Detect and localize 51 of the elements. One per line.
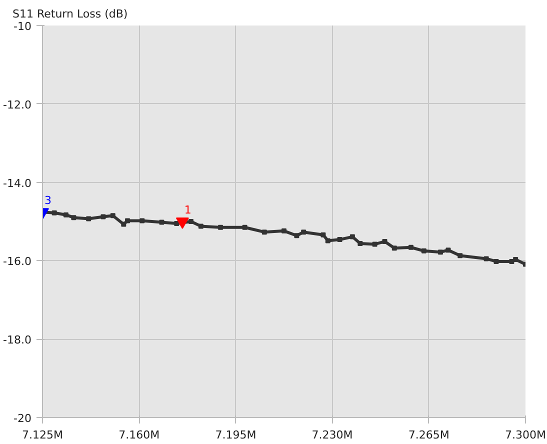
point (125, 218, 130, 224)
point (458, 253, 463, 258)
y-tick-label: -16.0 (3, 255, 32, 268)
point (446, 248, 451, 253)
y-tick-label: -18.0 (3, 334, 32, 347)
x-tick-label: 7.265M (408, 428, 450, 442)
point (174, 220, 180, 226)
point (63, 212, 68, 218)
x-tick-label: 7.300M (505, 428, 546, 442)
point (110, 213, 116, 218)
x-tick-label: 7.195M (215, 428, 256, 442)
point (52, 210, 57, 216)
point (100, 214, 106, 220)
point (408, 244, 414, 250)
point (198, 224, 204, 229)
x-tick-label: 7.125M (22, 428, 63, 442)
point (484, 256, 489, 262)
point (140, 218, 145, 224)
point (350, 234, 355, 240)
point (282, 228, 286, 234)
annotation: 3 (44, 194, 52, 208)
annotation: 1 (184, 204, 192, 216)
y-tick-label: -14.0 (3, 176, 32, 190)
point (513, 257, 518, 262)
point (218, 224, 224, 230)
point (392, 246, 397, 251)
point (71, 215, 76, 220)
x-tick-label: 7.230M (312, 428, 353, 442)
point (320, 232, 326, 238)
point (294, 233, 300, 238)
point (86, 216, 92, 222)
point (121, 222, 126, 227)
point (421, 248, 426, 254)
point (358, 240, 363, 246)
y-tick-label: -12.0 (3, 98, 32, 112)
point (159, 220, 164, 225)
point (242, 224, 248, 230)
x-tick-label: 7.160M (118, 428, 160, 442)
point (509, 258, 514, 264)
point (337, 237, 342, 242)
point (382, 238, 388, 244)
point (262, 230, 267, 235)
point (325, 238, 330, 244)
y-tick-label: -10 (14, 20, 32, 33)
point (494, 258, 499, 264)
y-tick-label: -20 (14, 412, 32, 425)
point (301, 230, 306, 235)
y-axis-title: S11 Return Loss (dB) (12, 8, 128, 20)
point (438, 250, 443, 255)
point (372, 242, 378, 247)
point (188, 219, 194, 224)
